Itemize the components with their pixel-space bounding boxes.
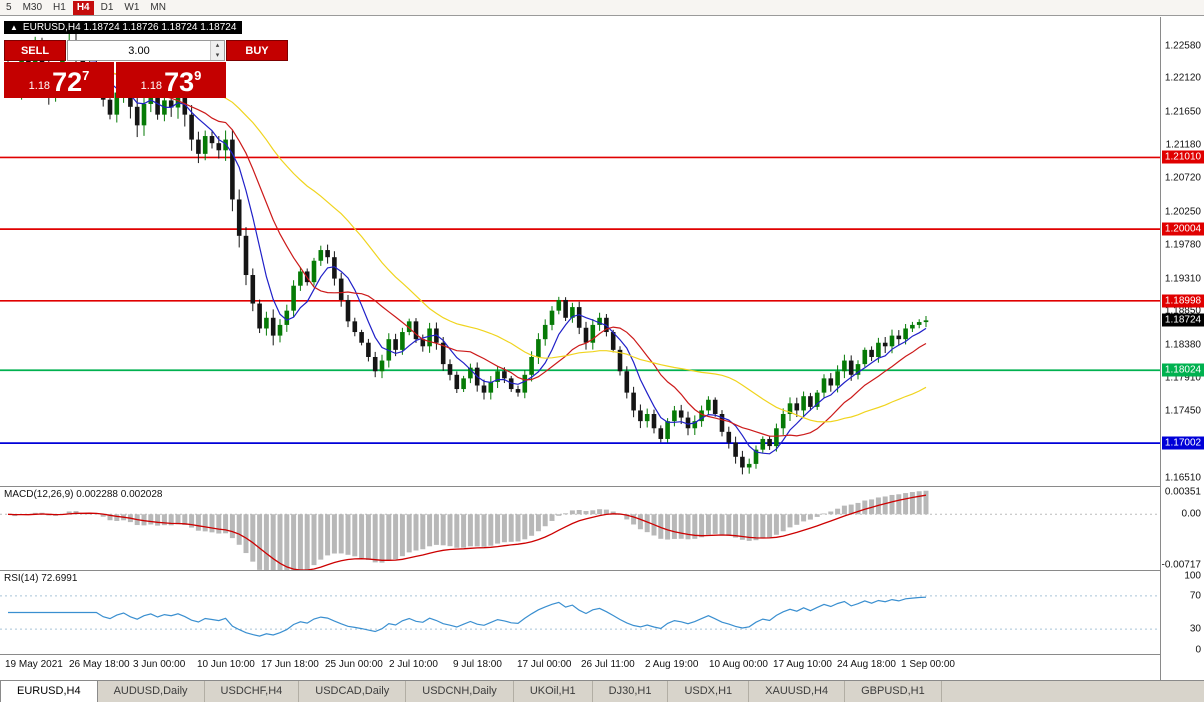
tab-usdx-h1[interactable]: USDX,H1 bbox=[668, 681, 750, 702]
tab-gbpusd-h1[interactable]: GBPUSD,H1 bbox=[845, 681, 942, 702]
timeframe-mn[interactable]: MN bbox=[150, 1, 166, 13]
time-axis-label: 17 Jun 18:00 bbox=[261, 659, 319, 670]
tab-eurusd-h4[interactable]: EURUSD,H4 bbox=[0, 681, 98, 702]
time-axis-label: 24 Aug 18:00 bbox=[837, 659, 896, 670]
buy-price-big: 73 bbox=[164, 67, 195, 97]
time-axis-label: 10 Jun 10:00 bbox=[197, 659, 255, 670]
timeframe-h1[interactable]: H1 bbox=[53, 1, 66, 13]
macd-label: MACD(12,26,9) 0.002288 0.002028 bbox=[4, 489, 163, 500]
panel-splitter[interactable] bbox=[0, 486, 1160, 487]
macd-axis-label: 0.00 bbox=[1181, 508, 1201, 520]
sell-price-prefix: 1.18 bbox=[28, 80, 51, 92]
time-axis-label: 10 Aug 00:00 bbox=[709, 659, 768, 670]
rsi-axis-label: 70 bbox=[1189, 590, 1201, 602]
timeframe-h4[interactable]: H4 bbox=[72, 0, 94, 15]
price-axis-label: 1.22580 bbox=[1164, 40, 1201, 51]
rsi-canvas[interactable] bbox=[0, 571, 1160, 654]
tab-usdcad-daily[interactable]: USDCAD,Daily bbox=[299, 681, 407, 702]
price-axis-label: 1.21650 bbox=[1164, 106, 1201, 118]
timeframe-w1[interactable]: W1 bbox=[124, 1, 140, 13]
buy-price-button[interactable]: 1.18 73 9 bbox=[116, 62, 226, 98]
price-axis-label: 1.19780 bbox=[1164, 239, 1201, 251]
timeframe-5[interactable]: 5 bbox=[6, 1, 12, 13]
price-axis-label: 1.21180 bbox=[1165, 139, 1201, 151]
price-axis-label: 1.20250 bbox=[1164, 206, 1201, 218]
timeframe-d1[interactable]: D1 bbox=[100, 1, 114, 13]
buy-price-prefix: 1.18 bbox=[140, 80, 163, 92]
chart-info-box: ▲ EURUSD,H4 1.18724 1.18726 1.18724 1.18… bbox=[4, 21, 243, 34]
panel-divider bbox=[0, 654, 1160, 655]
current-price-tag: 1.18724 bbox=[1162, 313, 1204, 327]
time-axis-label: 26 Jul 11:00 bbox=[581, 659, 635, 670]
sell-price-big: 72 bbox=[52, 67, 83, 97]
volume-input[interactable] bbox=[68, 41, 210, 60]
tab-usdcnh-daily[interactable]: USDCNH,Daily bbox=[406, 681, 514, 702]
macd-canvas[interactable] bbox=[0, 487, 1160, 570]
price-axis-label: 1.16510 bbox=[1164, 472, 1201, 484]
price-axis-label: 1.22120 bbox=[1164, 72, 1201, 84]
price-axis-label: 1.20720 bbox=[1164, 172, 1201, 184]
price-axis-label: 1.18850 bbox=[1164, 305, 1201, 317]
time-axis: 19 May 2021 26 May 18:00 3 Jun 00:00 10 Jun… bbox=[0, 655, 1160, 679]
volume-down-icon[interactable]: ▾ bbox=[211, 50, 224, 60]
time-axis-label: 19 May 2021 bbox=[5, 659, 63, 670]
time-axis-label: 9 Jul 18:00 bbox=[453, 659, 502, 670]
time-axis-label: 2 Aug 19:00 bbox=[645, 659, 699, 670]
sell-price-pip: 7 bbox=[82, 68, 90, 83]
price-axis-label: 1.18380 bbox=[1164, 339, 1201, 351]
price-axis-label: 1.19310 bbox=[1164, 273, 1201, 285]
level-price-tag: 1.20004 bbox=[1162, 222, 1204, 236]
timeframe-toolbar: 5 M30 H1 H4 D1 W1 MN bbox=[0, 0, 1204, 16]
sell-button[interactable]: SELL bbox=[4, 40, 66, 61]
level-price-tag: 1.18998 bbox=[1162, 294, 1204, 308]
oneclick-trade-panel: SELL ▴ ▾ BUY 1.18 72 7 1.18 73 9 bbox=[4, 40, 288, 98]
tab-dj30-h1[interactable]: DJ30,H1 bbox=[593, 681, 669, 702]
price-axis: 1.22580 1.22120 1.21650 1.21180 1.20720 1.202… bbox=[1160, 17, 1204, 680]
tab-xauusd-h4[interactable]: XAUUSD,H4 bbox=[749, 681, 846, 702]
volume-stepper[interactable]: ▴ ▾ bbox=[67, 40, 225, 61]
price-axis-label: 1.17910 bbox=[1164, 372, 1201, 384]
buy-button[interactable]: BUY bbox=[226, 40, 288, 61]
buy-price-pip: 9 bbox=[194, 68, 202, 83]
rsi-axis-label: 0 bbox=[1195, 644, 1201, 656]
tab-audusd-daily[interactable]: AUDUSD,Daily bbox=[98, 681, 205, 702]
chart-tab-bar: EURUSD,H4 AUDUSD,Daily USDCHF,H4 USDCAD,Dai… bbox=[0, 680, 1204, 702]
volume-up-icon[interactable]: ▴ bbox=[211, 41, 224, 51]
rsi-axis-label: 30 bbox=[1189, 623, 1201, 635]
time-axis-label: 26 May 18:00 bbox=[69, 659, 130, 670]
time-axis-label: 2 Jul 10:00 bbox=[389, 659, 438, 670]
tab-usdchf-h4[interactable]: USDCHF,H4 bbox=[205, 681, 300, 702]
time-axis-label: 25 Jun 00:00 bbox=[325, 659, 383, 670]
time-axis-label: 1 Sep 00:00 bbox=[901, 659, 955, 670]
oneclick-panel-arrow-icon[interactable]: ▲ bbox=[10, 23, 18, 32]
macd-axis-label: -0.00717 bbox=[1161, 559, 1201, 571]
level-price-tag: 1.21010 bbox=[1162, 150, 1204, 164]
time-axis-label: 17 Jul 00:00 bbox=[517, 659, 572, 670]
level-price-tag: 1.17002 bbox=[1162, 436, 1204, 450]
ohlc-readout: EURUSD,H4 1.18724 1.18726 1.18724 1.1872… bbox=[22, 22, 237, 33]
tab-ukoil-h1[interactable]: UKOil,H1 bbox=[514, 681, 593, 702]
level-price-tag: 1.18024 bbox=[1162, 363, 1204, 377]
rsi-label: RSI(14) 72.6991 bbox=[4, 573, 78, 584]
time-axis-label: 17 Aug 10:00 bbox=[773, 659, 832, 670]
rsi-axis-label: 100 bbox=[1184, 570, 1201, 582]
panel-splitter[interactable] bbox=[0, 570, 1160, 571]
time-axis-label: 3 Jun 00:00 bbox=[133, 659, 186, 670]
price-axis-label: 1.17450 bbox=[1164, 405, 1201, 417]
timeframe-m30[interactable]: M30 bbox=[22, 1, 43, 13]
macd-axis-label: 0.00351 bbox=[1164, 486, 1201, 498]
sell-price-button[interactable]: 1.18 72 7 bbox=[4, 62, 114, 98]
